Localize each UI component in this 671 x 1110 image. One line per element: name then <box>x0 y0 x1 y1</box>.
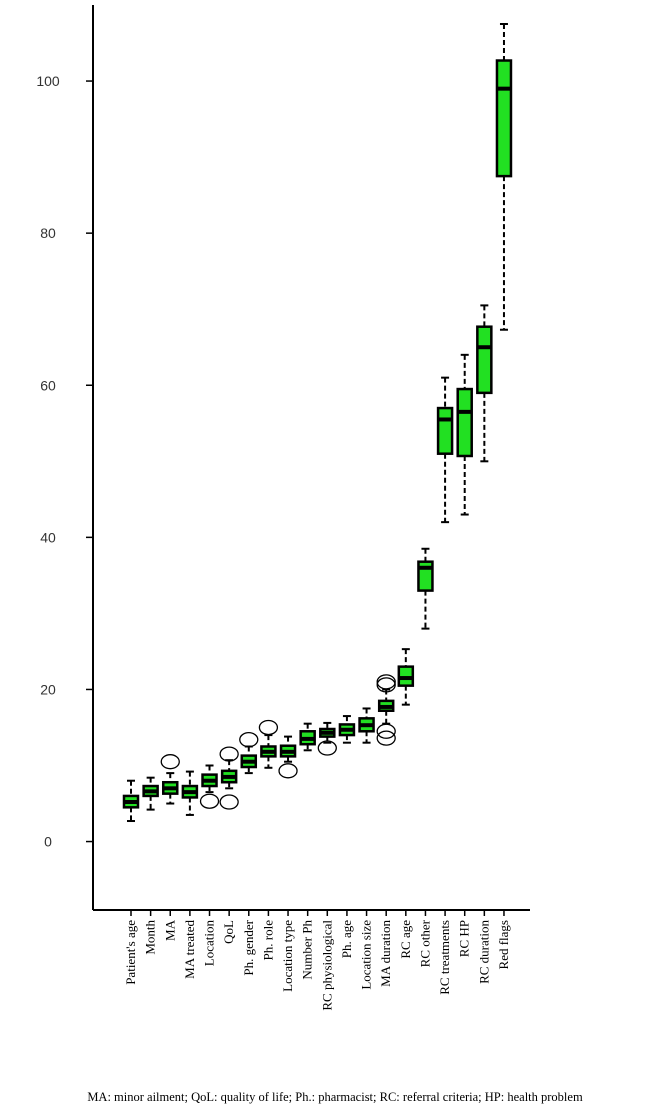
caption: MA: minor ailment; QoL: quality of life;… <box>87 1090 583 1104</box>
x-tick-label: RC duration <box>476 920 491 984</box>
x-tick-label: RC treatments <box>437 920 452 995</box>
x-tick-label: MA treated <box>182 920 197 979</box>
box <box>436 406 454 455</box>
x-tick-label: Patient's age <box>123 920 138 985</box>
outlier <box>376 677 396 693</box>
y-tick-label: 100 <box>36 73 60 89</box>
outlier <box>376 730 396 746</box>
y-tick-label: 40 <box>40 529 56 545</box>
outlier <box>258 719 279 736</box>
x-tick-label: QoL <box>221 920 236 944</box>
outlier <box>317 740 337 756</box>
x-tick-label: RC other <box>417 919 432 967</box>
x-tick-label: RC HP <box>457 920 472 957</box>
outlier <box>199 793 220 809</box>
box <box>456 387 473 458</box>
outlier <box>239 731 259 748</box>
box <box>476 325 493 395</box>
x-tick-label: MA <box>162 919 177 941</box>
x-tick-label: Location <box>202 920 217 967</box>
x-tick-label: RC physiological <box>319 920 334 1011</box>
x-tick-label: Red flags <box>496 920 511 969</box>
y-tick-label: 20 <box>40 681 56 697</box>
x-tick-label: Month <box>143 920 158 955</box>
box <box>495 59 513 178</box>
outlier <box>219 794 239 810</box>
x-tick-label: Ph. role <box>260 920 275 961</box>
outlier <box>219 746 239 762</box>
outlier <box>278 763 298 779</box>
outlier <box>376 723 396 739</box>
outlier <box>160 754 180 770</box>
x-tick-label: RC age <box>398 920 413 959</box>
y-tick-label: 60 <box>40 377 56 393</box>
y-tick-label: 80 <box>40 225 56 241</box>
outlier <box>376 674 396 690</box>
x-tick-label: Ph. age <box>339 920 354 959</box>
x-tick-label: Location type <box>280 920 295 992</box>
x-tick-label: Ph. gender <box>241 919 256 975</box>
x-tick-label: MA duration <box>378 920 393 987</box>
x-tick-label: Location size <box>359 920 374 990</box>
x-tick-label: Number Ph <box>300 920 315 980</box>
y-tick-label: 0 <box>44 834 52 850</box>
